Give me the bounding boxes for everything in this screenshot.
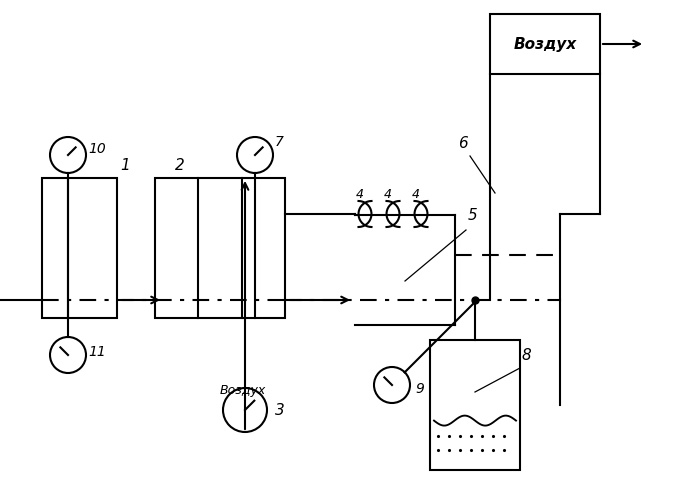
Text: 8: 8	[522, 348, 532, 363]
Text: 1: 1	[120, 158, 130, 173]
Text: 7: 7	[275, 135, 284, 149]
Text: 5: 5	[468, 208, 477, 223]
Bar	[430, 340, 520, 470]
Text: 4: 4	[356, 188, 364, 201]
Text: 2: 2	[175, 158, 185, 173]
Bar	[42, 178, 117, 318]
Text: 3: 3	[275, 403, 284, 418]
Text: 9: 9	[415, 382, 424, 396]
Text: 4: 4	[384, 188, 392, 201]
Text: 6: 6	[458, 136, 468, 151]
Text: Воздух: Воздух	[220, 384, 266, 397]
Text: 11: 11	[88, 345, 106, 359]
Text: Воздух: Воздух	[513, 36, 577, 51]
Bar	[155, 178, 285, 318]
Bar	[490, 14, 600, 74]
Text: 10: 10	[88, 142, 106, 156]
Text: 4: 4	[412, 188, 420, 201]
